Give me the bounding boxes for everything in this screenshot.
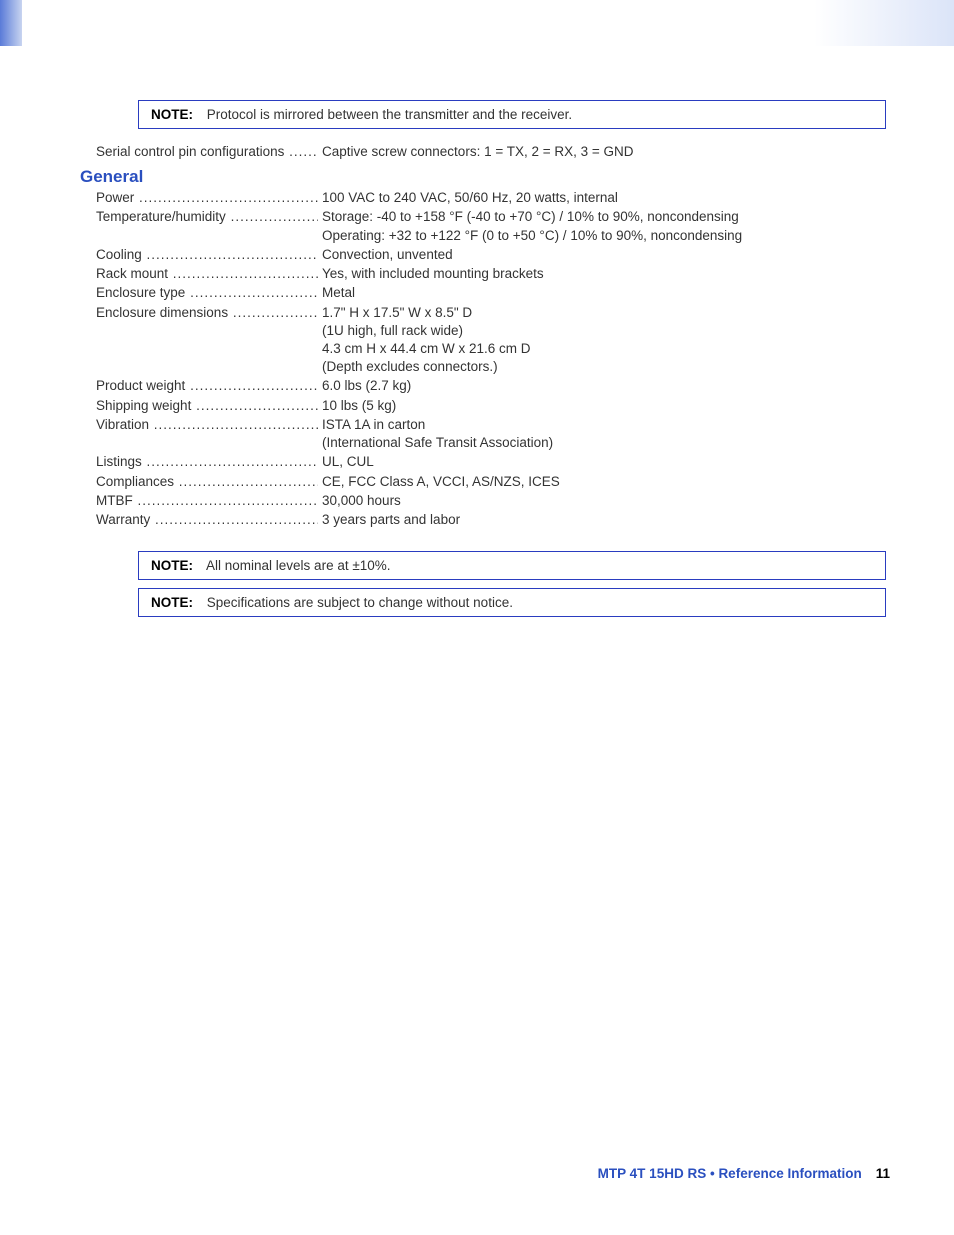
spec-row: CoolingConvection, unvented	[96, 246, 886, 264]
spec-value-cont: 4.3 cm H x 44.4 cm W x 21.6 cm D	[322, 340, 886, 358]
spec-row: Warranty3 years parts and labor	[96, 511, 886, 529]
note-label: NOTE:	[151, 558, 193, 573]
note-text: Protocol is mirrored between the transmi…	[207, 107, 572, 122]
footer-product: MTP 4T 15HD RS	[598, 1166, 707, 1181]
note-text: All nominal levels are at ±10%.	[206, 558, 391, 573]
spec-label: Enclosure type	[96, 284, 318, 302]
spec-row: Enclosure typeMetal	[96, 284, 886, 302]
spec-label: Cooling	[96, 246, 318, 264]
spec-value: 6.0 lbs (2.7 kg)	[318, 377, 886, 395]
spec-row: Rack mountYes, with included mounting br…	[96, 265, 886, 283]
spec-value-cont: Operating: +32 to +122 °F (0 to +50 °C) …	[322, 227, 886, 245]
spec-value: 100 VAC to 240 VAC, 50/60 Hz, 20 watts, …	[318, 189, 886, 207]
spec-row: CompliancesCE, FCC Class A, VCCI, AS/NZS…	[96, 473, 886, 491]
spec-value: ISTA 1A in carton	[318, 416, 886, 434]
note-text: Specifications are subject to change wit…	[207, 595, 513, 610]
spec-value: CE, FCC Class A, VCCI, AS/NZS, ICES	[318, 473, 886, 491]
note-nominal: NOTE: All nominal levels are at ±10%.	[138, 551, 886, 580]
spec-value: 10 lbs (5 kg)	[318, 397, 886, 415]
spec-value-cont: (1U high, full rack wide)	[322, 322, 886, 340]
section-heading-general: General	[80, 167, 886, 187]
note-protocol: NOTE: Protocol is mirrored between the t…	[138, 100, 886, 129]
spec-value: 3 years parts and labor	[318, 511, 886, 529]
header-fade	[22, 0, 954, 46]
spec-row: Power100 VAC to 240 VAC, 50/60 Hz, 20 wa…	[96, 189, 886, 207]
spec-value: UL, CUL	[318, 453, 886, 471]
spec-value: Yes, with included mounting brackets	[318, 265, 886, 283]
spec-label: Enclosure dimensions	[96, 304, 318, 322]
spec-label: Serial control pin configurations	[96, 143, 318, 161]
note-label: NOTE:	[151, 107, 193, 122]
spec-label: Power	[96, 189, 318, 207]
footer-section: Reference Information	[718, 1166, 861, 1181]
spec-value: 1.7" H x 17.5" W x 8.5" D	[318, 304, 886, 322]
note-change: NOTE: Specifications are subject to chan…	[138, 588, 886, 617]
spec-label: Listings	[96, 453, 318, 471]
spec-row: MTBF30,000 hours	[96, 492, 886, 510]
footer-page-number: 11	[876, 1166, 890, 1181]
spec-label: MTBF	[96, 492, 318, 510]
spec-row: Shipping weight10 lbs (5 kg)	[96, 397, 886, 415]
footer-sep: •	[706, 1166, 718, 1181]
spec-row: Enclosure dimensions1.7" H x 17.5" W x 8…	[96, 304, 886, 322]
spec-row: VibrationISTA 1A in carton	[96, 416, 886, 434]
header-accent-bar	[0, 0, 22, 46]
spec-label: Temperature/humidity	[96, 208, 318, 226]
spec-label: Warranty	[96, 511, 318, 529]
spec-table: Power100 VAC to 240 VAC, 50/60 Hz, 20 wa…	[96, 189, 886, 529]
spec-value: Convection, unvented	[318, 246, 886, 264]
spec-label: Rack mount	[96, 265, 318, 283]
spec-label: Compliances	[96, 473, 318, 491]
spec-value: Metal	[318, 284, 886, 302]
spec-row: Temperature/humidityStorage: -40 to +158…	[96, 208, 886, 226]
spec-value: Captive screw connectors: 1 = TX, 2 = RX…	[318, 143, 886, 161]
bottom-notes: NOTE: All nominal levels are at ±10%. NO…	[96, 551, 886, 617]
spec-label: Shipping weight	[96, 397, 318, 415]
spec-value-cont: (International Safe Transit Association)	[322, 434, 886, 452]
spec-label: Product weight	[96, 377, 318, 395]
page-content: NOTE: Protocol is mirrored between the t…	[96, 100, 886, 625]
spec-value: 30,000 hours	[318, 492, 886, 510]
spec-label: Vibration	[96, 416, 318, 434]
spec-value: Storage: -40 to +158 °F (-40 to +70 °C) …	[318, 208, 886, 226]
spec-row-serial: Serial control pin configurations Captiv…	[96, 143, 886, 161]
page-footer: MTP 4T 15HD RS • Reference Information 11	[598, 1166, 890, 1181]
spec-value-cont: (Depth excludes connectors.)	[322, 358, 886, 376]
spec-row: ListingsUL, CUL	[96, 453, 886, 471]
spec-row: Product weight6.0 lbs (2.7 kg)	[96, 377, 886, 395]
note-label: NOTE:	[151, 595, 193, 610]
